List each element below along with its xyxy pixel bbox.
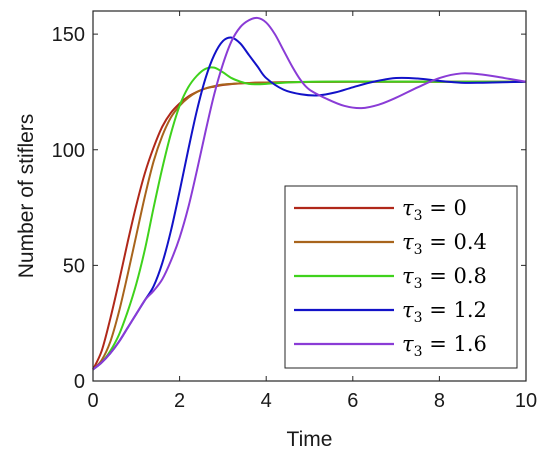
x-tick-label-4: 8	[434, 390, 445, 412]
series-line-4	[92, 16, 527, 371]
x-axis-title: Time	[287, 428, 333, 451]
x-tick-label-1: 2	[174, 390, 185, 412]
plot-frame	[92, 10, 527, 382]
y-tick-label-0: 0	[74, 371, 85, 393]
y-tick-label-3: 150	[52, 24, 85, 46]
legend-label-1: τ3 = 0.4	[402, 230, 487, 258]
series-line-2	[92, 66, 527, 371]
x-tick-label-0: 0	[87, 390, 98, 412]
legend: τ3 = 0 τ3 = 0.4 τ3 = 0.8 τ3 = 1.2 τ3 = 1…	[284, 185, 518, 369]
series-layer	[92, 16, 527, 371]
y-tick-label-1: 50	[63, 255, 85, 277]
legend-label-4: τ3 = 1.6	[402, 332, 487, 360]
x-tick-label-3: 6	[347, 390, 358, 412]
y-axis-title: Number of stiflers	[15, 114, 38, 279]
x-tick-label-5: 10	[515, 390, 537, 412]
legend-label-3: τ3 = 1.2	[402, 298, 487, 326]
x-tick-label-2: 4	[261, 390, 272, 412]
legend-label-2: τ3 = 0.8	[402, 264, 487, 292]
legend-label-0: τ3 = 0	[402, 196, 467, 224]
y-tick-label-2: 100	[52, 140, 85, 162]
